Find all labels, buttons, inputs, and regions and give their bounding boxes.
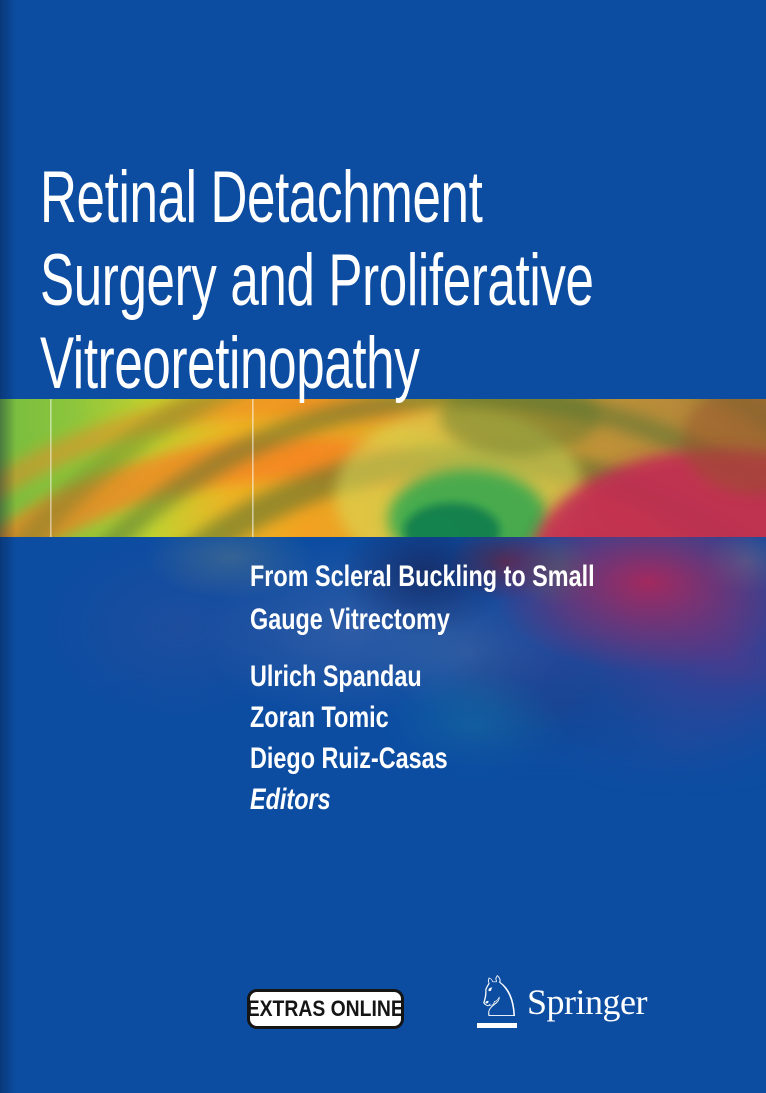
book-subtitle: From Scleral Buckling to Small Gauge Vit… — [250, 555, 595, 641]
cover-art-band — [0, 399, 766, 537]
title-line-3: Vitreoretinopathy — [40, 323, 420, 404]
title-line-2: Surgery and Proliferative — [40, 240, 594, 321]
springer-horse-knight-icon: ♘ — [474, 965, 525, 1030]
subtitle-line-2: Gauge Vitrectomy — [250, 603, 450, 636]
editor-name: Diego Ruiz-Casas — [250, 742, 448, 775]
title-line-1: Retinal Detachment — [40, 157, 483, 238]
editor-name: Ulrich Spandau — [250, 660, 422, 693]
editors-role-label: Editors — [250, 783, 331, 816]
editor-name: Zoran Tomic — [250, 701, 389, 734]
cover-art-fade — [0, 537, 766, 807]
extras-online-label: EXTRAS ONLINE — [246, 996, 405, 1021]
extras-online-badge: EXTRAS ONLINE — [247, 989, 404, 1029]
book-title: Retinal Detachment Surgery and Prolifera… — [40, 156, 594, 405]
subtitle-line-1: From Scleral Buckling to Small — [250, 560, 595, 593]
publisher-name: Springer — [527, 982, 647, 1022]
editors-block: Ulrich Spandau Zoran Tomic Diego Ruiz-Ca… — [250, 656, 448, 820]
ripple-art-graphic — [0, 399, 766, 537]
springer-logo-underline — [477, 1023, 517, 1028]
